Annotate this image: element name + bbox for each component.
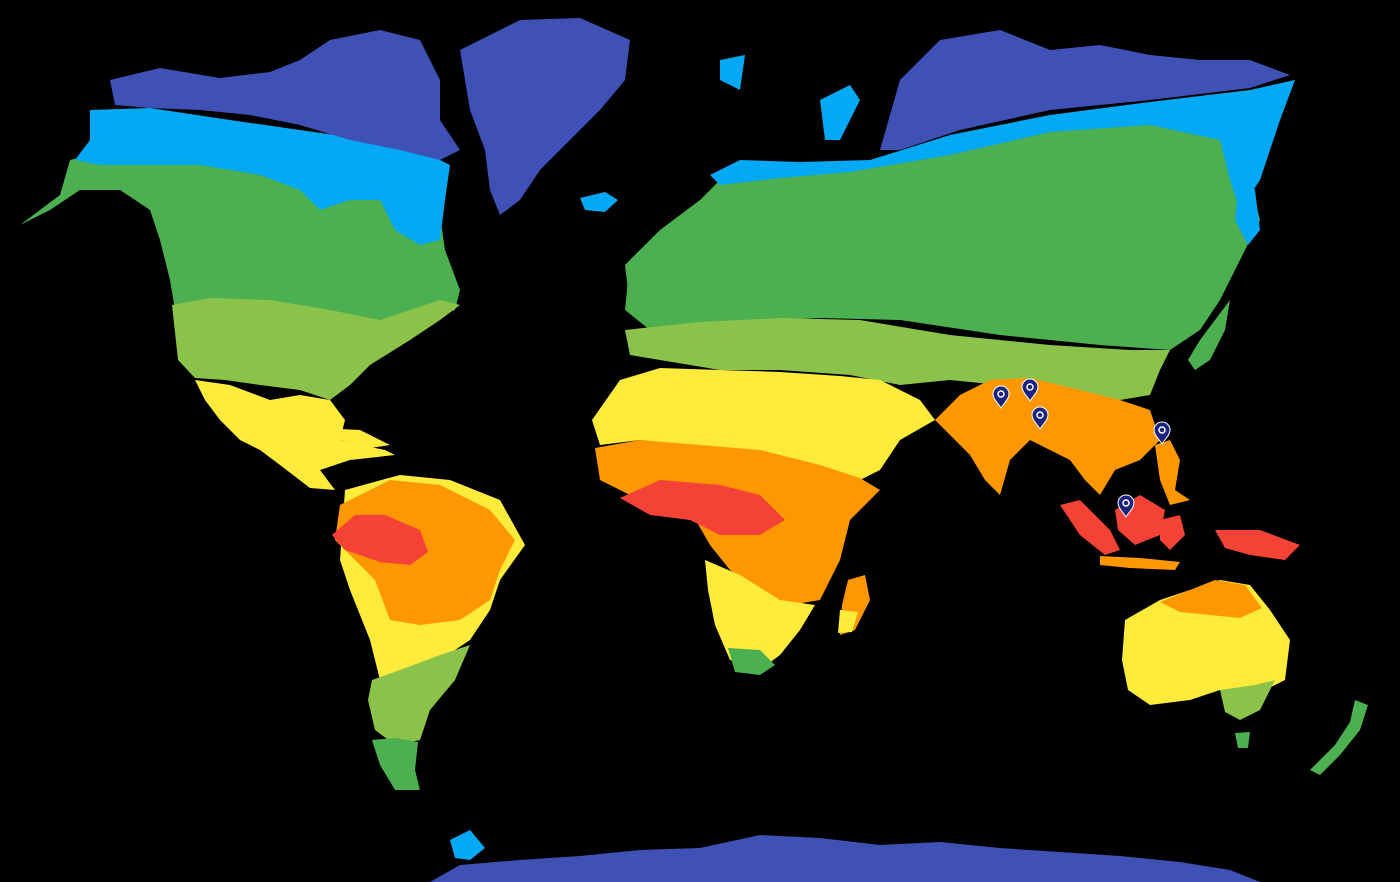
kamchatka [1235, 170, 1260, 245]
map-pin-icon[interactable] [1153, 421, 1171, 445]
south-africa-subtropical-zone [705, 560, 815, 670]
sulawesi [1160, 515, 1185, 550]
australia-warm-temperate-zone [1220, 680, 1275, 720]
south-asia-tropical-zone [935, 378, 1160, 495]
caribbean-islands [320, 428, 390, 448]
north-america [20, 30, 460, 490]
australia [1122, 580, 1368, 775]
eurasia-subpolar-zone [710, 80, 1295, 210]
japan-islands [1188, 300, 1230, 370]
map-pin-icon[interactable] [992, 385, 1010, 409]
svalbard [720, 55, 745, 90]
philippines [1155, 440, 1190, 505]
antarctic-peninsula [450, 830, 485, 860]
map-pin-icon[interactable] [1031, 406, 1049, 430]
map-pin-icon[interactable] [1117, 494, 1135, 518]
africa [592, 368, 935, 675]
north-america-subpolar-zone [75, 108, 450, 245]
eurasia-polar-zone [880, 30, 1290, 150]
north-africa-arabia-subtropical-zone [592, 368, 935, 480]
tasmania [1235, 732, 1250, 748]
south-america-cool-temperate-zone [372, 738, 420, 790]
java-islands [1100, 556, 1180, 570]
sumatra [1060, 500, 1120, 555]
antarctica-polar-zone [430, 835, 1260, 882]
british-isles [625, 250, 650, 290]
novaya-zemlya [820, 85, 860, 140]
north-america-polar-zone [110, 30, 460, 160]
iceland [580, 192, 618, 212]
greenland [460, 18, 630, 215]
location-markers [992, 378, 1171, 518]
north-america-warm-temperate-zone [172, 298, 460, 400]
new-guinea [1215, 530, 1300, 560]
antarctica [430, 830, 1260, 882]
map-pin-icon[interactable] [1021, 378, 1039, 402]
africa-equatorial-zone [620, 480, 785, 535]
new-zealand [1310, 700, 1368, 775]
south-africa-cape-zone [728, 648, 775, 675]
south-america-warm-temperate-zone [368, 645, 470, 745]
south-america-equatorial-zone [332, 515, 428, 565]
north-america-subtropical-zone [195, 380, 395, 490]
south-america [332, 475, 525, 790]
australia-tropical-zone [1160, 580, 1262, 618]
madagascar-south [838, 610, 858, 633]
